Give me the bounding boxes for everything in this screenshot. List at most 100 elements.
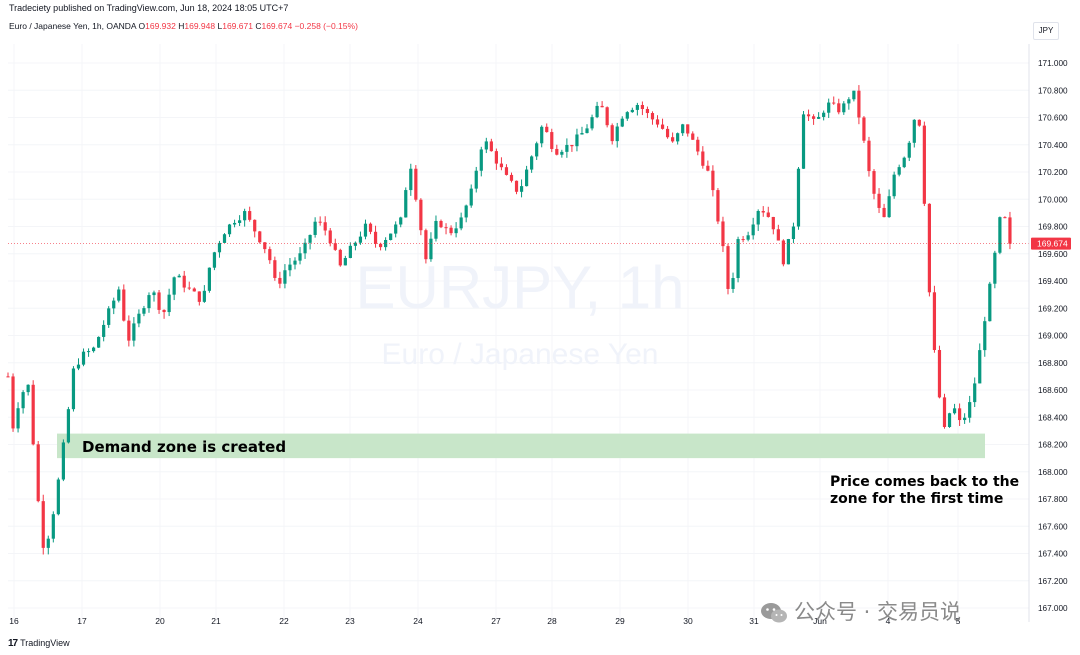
candle-body (404, 190, 408, 218)
candle-body (16, 408, 20, 429)
candle-body (897, 167, 901, 175)
y-tick-label: 169.600 (1038, 250, 1068, 259)
candle-body (6, 376, 10, 378)
candle-body (958, 408, 962, 421)
candle-body (610, 125, 614, 142)
high-label: H (178, 21, 185, 31)
candle-body (107, 308, 111, 325)
candle-body (489, 141, 493, 152)
candle-body (535, 143, 539, 157)
x-tick-label: 22 (279, 616, 289, 626)
x-tick-label: 16 (9, 616, 19, 626)
candle-body (751, 224, 755, 236)
symbol-ohlc-line: Euro / Japanese Yen, 1h, OANDA O169.932 … (9, 21, 358, 31)
candle-body (217, 242, 222, 253)
candle-body (263, 242, 267, 250)
x-tick-label: 21 (211, 616, 221, 626)
y-tick-label: 167.000 (1038, 604, 1068, 613)
candle-body (575, 134, 579, 147)
candle-body (681, 124, 685, 134)
candle-body (227, 224, 232, 235)
candle-body (41, 501, 45, 548)
candle-body (701, 151, 705, 166)
candle-body (137, 313, 141, 324)
candle-body (791, 226, 796, 240)
candle-body (640, 104, 645, 110)
candle-body (1003, 217, 1007, 219)
candle-body (358, 236, 363, 243)
candle-body (756, 210, 760, 225)
candle-body (917, 119, 921, 126)
y-tick-label: 169.000 (1038, 332, 1068, 341)
candle-body (117, 289, 121, 301)
x-tick-label: 30 (683, 616, 693, 626)
candle-body (147, 295, 151, 309)
candle-body (585, 128, 589, 134)
candle-body (182, 275, 186, 288)
candle-body (409, 168, 413, 191)
candle-body (862, 117, 866, 141)
candle-body (232, 222, 237, 225)
candle-body (963, 417, 967, 421)
candle-body (540, 126, 544, 144)
candle-body (590, 117, 594, 129)
candle-body (444, 227, 448, 229)
y-tick-label: 170.600 (1038, 114, 1068, 123)
tradingview-logo: 17 (8, 638, 18, 649)
x-tick-label: 17 (77, 616, 87, 626)
candle-body (102, 324, 106, 337)
candle-body (822, 112, 826, 117)
candle-body (615, 126, 619, 142)
chart-watermark-subtitle: Euro / Japanese Yen (382, 338, 659, 371)
y-tick-label: 168.600 (1038, 386, 1068, 395)
candle-body (142, 308, 146, 314)
candle-body (650, 113, 655, 120)
candle-body (36, 444, 40, 502)
candle-body (741, 239, 745, 241)
candle-body (192, 288, 196, 292)
candle-body (660, 124, 665, 129)
candle-body (122, 289, 126, 321)
candle-body (524, 169, 529, 187)
candle-body (429, 238, 433, 260)
candle-body (21, 392, 25, 409)
candle-body (363, 223, 368, 237)
y-tick-label: 168.000 (1038, 468, 1068, 477)
candle-body (731, 278, 735, 289)
candle-body (560, 151, 564, 155)
candle-body (877, 193, 881, 208)
candle-body (479, 149, 483, 171)
y-tick-label: 168.400 (1038, 413, 1068, 422)
candle-body (222, 234, 227, 243)
candle-body (308, 234, 312, 243)
annotation-line-1: Price comes back to the (830, 474, 1019, 490)
candle-body (761, 210, 765, 213)
demand-zone-label: Demand zone is created (82, 438, 286, 456)
candle-body (887, 196, 891, 218)
candle-body (258, 231, 262, 243)
annotation-line-2: zone for the first time (830, 491, 1003, 507)
candle-body (691, 133, 695, 140)
candle-body (942, 397, 947, 428)
low-value: 169.671 (222, 21, 253, 31)
candle-body (474, 170, 478, 189)
candle-body (706, 165, 710, 171)
candle-body (514, 180, 519, 192)
candle-body (454, 228, 458, 234)
candle-body (867, 140, 871, 172)
y-tick-label: 167.600 (1038, 522, 1068, 531)
candle-body (187, 287, 191, 289)
candle-body (776, 229, 780, 241)
candle-body (852, 90, 856, 100)
currency-button[interactable]: JPY (1033, 22, 1059, 40)
candle-body (348, 245, 352, 258)
candle-body (837, 103, 841, 113)
tradingview-footer[interactable]: 17 TradingView (8, 638, 70, 649)
candle-body (97, 336, 101, 348)
candle-body (912, 119, 916, 143)
candle-body (31, 384, 35, 445)
candle-body (248, 211, 252, 220)
change-value: −0.258 (−0.15%) (294, 21, 358, 31)
y-tick-label: 168.200 (1038, 441, 1068, 450)
